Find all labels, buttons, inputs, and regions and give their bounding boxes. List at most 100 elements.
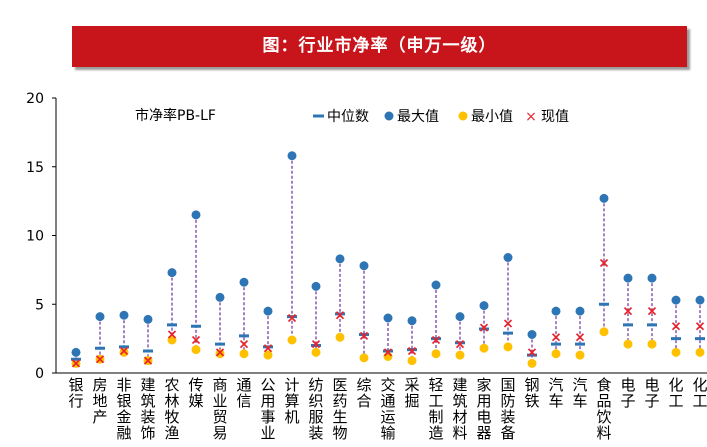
min-point bbox=[623, 339, 633, 349]
category-label: 计算机 bbox=[284, 376, 299, 426]
category-label: 农林牧渔 bbox=[164, 376, 179, 442]
legend: 市净率PB-LF 中位数 最大值 最小值 × 现值 bbox=[135, 107, 569, 125]
current-marker bbox=[623, 307, 633, 316]
current-marker bbox=[599, 258, 609, 268]
max-point bbox=[383, 313, 393, 323]
current-marker bbox=[455, 340, 465, 349]
max-point bbox=[431, 280, 441, 290]
category-label: 化工 bbox=[668, 376, 683, 410]
current-marker bbox=[359, 331, 369, 340]
max-point bbox=[455, 312, 465, 322]
category-label: 通信 bbox=[236, 376, 251, 410]
current-marker bbox=[167, 330, 177, 339]
category-label: 建筑装饰 bbox=[140, 376, 155, 442]
current-marker bbox=[311, 340, 321, 349]
category-label: 国防装备 bbox=[500, 376, 515, 442]
current-marker bbox=[95, 355, 105, 364]
min-point bbox=[359, 353, 369, 363]
category-label: 钢铁 bbox=[524, 376, 539, 410]
max-point bbox=[599, 193, 609, 203]
max-point bbox=[143, 314, 153, 324]
category-label: 轻工制造 bbox=[428, 376, 443, 442]
category-label: 银行 bbox=[68, 376, 83, 410]
max-point bbox=[479, 301, 489, 311]
min-point bbox=[191, 345, 201, 355]
current-marker bbox=[551, 333, 561, 342]
max-point bbox=[695, 295, 705, 305]
min-point bbox=[479, 343, 489, 353]
max-point bbox=[503, 253, 513, 262]
current-marker bbox=[215, 348, 225, 357]
min-point bbox=[695, 347, 705, 357]
legend-min-label: 最小值 bbox=[471, 109, 513, 125]
min-point bbox=[407, 356, 417, 366]
max-point bbox=[119, 310, 129, 320]
min-point bbox=[671, 347, 681, 357]
max-point bbox=[263, 306, 273, 316]
y-tick-label: 5 bbox=[35, 297, 44, 313]
current-marker bbox=[191, 335, 201, 345]
y-tick-label: 10 bbox=[26, 229, 44, 245]
category-label: 传媒 bbox=[188, 376, 203, 410]
current-marker bbox=[479, 323, 489, 332]
current-marker bbox=[383, 348, 393, 357]
current-marker bbox=[263, 344, 273, 353]
category-label: 纺织服装 bbox=[308, 376, 323, 442]
category-label: 医药生物 bbox=[332, 376, 347, 442]
axes: 0 5 10 15 20 bbox=[26, 91, 707, 382]
current-marker bbox=[431, 335, 441, 345]
legend-median-label: 中位数 bbox=[327, 109, 369, 125]
category-label: 采掘 bbox=[404, 376, 419, 410]
current-marker bbox=[647, 307, 657, 316]
max-point bbox=[71, 347, 81, 357]
min-point bbox=[215, 349, 225, 359]
current-marker bbox=[575, 333, 585, 342]
category-label: 化工 bbox=[692, 376, 707, 410]
category-label: 汽车 bbox=[548, 376, 563, 410]
legend-min-marker bbox=[458, 111, 468, 121]
max-point bbox=[647, 273, 657, 283]
legend-series-label: 市净率PB-LF bbox=[135, 107, 216, 124]
category-label: 汽车 bbox=[572, 376, 587, 410]
category-label: 电子 bbox=[620, 376, 635, 410]
category-labels: 银行房地产非银金融建筑装饰农林牧渔传媒商业贸易通信公用事业计算机纺织服装医药生物… bbox=[68, 376, 707, 442]
data-marks bbox=[71, 151, 705, 368]
legend-max-marker bbox=[384, 111, 394, 121]
min-point bbox=[599, 327, 609, 337]
min-point bbox=[239, 349, 249, 359]
category-label: 非银金融 bbox=[116, 376, 131, 442]
category-label: 商业贸易 bbox=[212, 376, 227, 442]
category-label: 房地产 bbox=[92, 376, 107, 426]
min-point bbox=[575, 350, 585, 360]
category-label: 综合 bbox=[356, 376, 371, 410]
min-point bbox=[503, 342, 513, 352]
current-marker bbox=[503, 319, 513, 328]
max-point bbox=[191, 210, 201, 220]
max-point bbox=[623, 273, 633, 283]
max-point bbox=[239, 277, 249, 287]
min-point bbox=[119, 347, 129, 357]
legend-current-label: 现值 bbox=[541, 109, 569, 125]
current-marker bbox=[671, 322, 681, 331]
category-label: 食品饮料 bbox=[596, 376, 611, 442]
min-point bbox=[527, 358, 537, 368]
legend-current-marker: × bbox=[525, 109, 537, 125]
max-point bbox=[95, 312, 105, 322]
min-point bbox=[431, 349, 441, 359]
chart-title: 图：行业市净率（申万一级） bbox=[262, 36, 497, 56]
current-marker bbox=[335, 311, 345, 320]
max-point bbox=[167, 268, 177, 278]
current-marker bbox=[71, 359, 81, 368]
category-label: 家用电器 bbox=[476, 376, 491, 442]
current-marker bbox=[143, 356, 153, 365]
min-point bbox=[287, 335, 297, 345]
legend-max-label: 最大值 bbox=[397, 109, 439, 125]
y-tick-label: 15 bbox=[26, 160, 44, 176]
category-label: 电子 bbox=[644, 376, 659, 410]
min-point bbox=[335, 332, 345, 342]
current-marker bbox=[695, 322, 705, 331]
y-tick-label: 20 bbox=[26, 91, 44, 107]
y-tick-label: 0 bbox=[35, 366, 44, 382]
min-point bbox=[263, 350, 273, 360]
